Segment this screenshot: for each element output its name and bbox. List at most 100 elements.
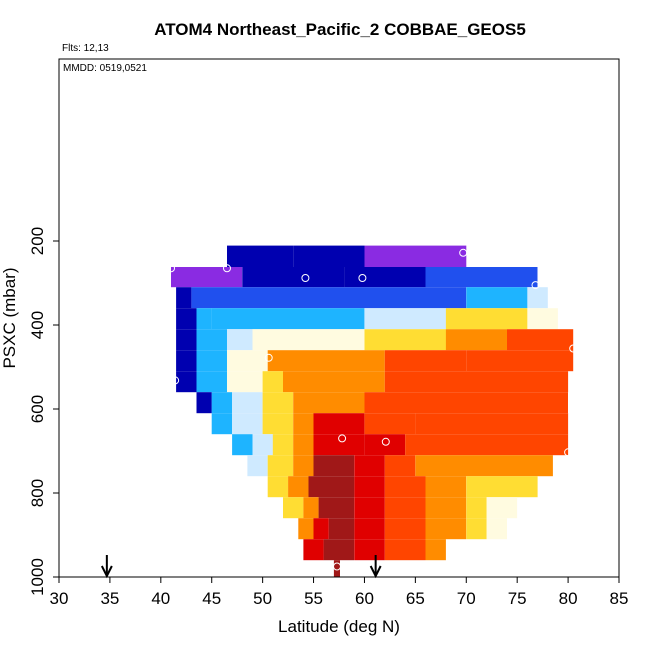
heatmap-cell [405,434,569,456]
heatmap-cell [354,497,385,519]
heatmap-cell [303,497,319,519]
sample-marker [569,344,578,353]
heatmap-cell [227,371,263,393]
heatmap-cell [298,518,314,540]
heatmap-cell [415,413,569,435]
heatmap-cell [364,245,467,267]
heatmap-cell [425,267,538,288]
x-axis-label: Latitude (deg N) [278,617,400,636]
heatmap-cell [211,308,365,330]
heatmap-cell [466,287,528,309]
heatmap-cell [466,497,487,519]
heatmap-cell [196,308,212,330]
heatmap-cell [364,434,406,456]
chart-title: ATOM4 Northeast_Pacific_2 COBBAE_GEOS5 [154,20,526,39]
heatmap-cell [176,287,192,309]
heatmap-cell [425,539,446,561]
heatmap-cell [303,539,324,561]
heatmap-cell [232,413,263,435]
heatmap-cell [384,455,416,477]
dates-note: MMDD: 0519,0521 [63,63,147,74]
y-axis-ticks: 200 400 600 800 1000 [28,117,60,596]
x-tick-label: 85 [610,589,629,608]
heatmap-cell [313,455,355,477]
sample-marker [301,274,310,282]
sample-marker [338,434,347,443]
x-tick-label: 75 [508,589,527,608]
heatmap-cell [262,413,294,435]
sample-marker [381,437,390,446]
heatmap-cell [252,434,273,456]
heatmap-cell [267,455,294,477]
sample-marker [167,264,175,273]
heatmap-cell [288,476,309,498]
heatmap-cell [293,413,314,435]
sample-marker [223,264,231,273]
heatmap-cell [364,329,446,351]
heatmap-cell [227,350,268,372]
heatmap-cell [486,518,507,540]
y-tick-label: 200 [28,227,47,255]
flight-arrows [100,555,382,579]
x-tick-label: 80 [559,589,578,608]
x-axis-ticks: 30 35 40 45 50 55 60 65 70 75 80 85 [50,576,629,608]
heatmap-cell [293,455,314,477]
heatmap-cell [425,476,467,498]
heatmap-cell [384,476,426,498]
heatmap-cell [354,539,385,561]
heatmap-cell [211,392,233,414]
heatmap-cell [364,413,416,435]
heatmap-cell [445,308,528,330]
heatmap-cell [333,560,340,577]
heatmap-cell [354,518,385,540]
heatmap-cell [191,287,314,309]
heatmap-cell [227,245,294,267]
sample-markers [167,248,578,571]
y-tick-label: 1000 [28,558,47,596]
heatmap-cell [293,245,365,267]
heatmap-cell [425,497,467,519]
heatmap-cell [466,476,538,498]
x-tick-label: 45 [202,589,221,608]
flight-arrow-head [100,565,113,579]
x-tick-label: 55 [304,589,323,608]
y-tick-label: 400 [28,311,47,339]
heatmap-cell [308,476,355,498]
heatmap-cell [267,476,289,498]
heatmap-cell [527,308,558,330]
heatmap-cell [232,392,263,414]
heatmap-cell [384,371,569,393]
heatmap-cell [313,434,365,456]
heatmap-cell [176,308,197,330]
heatmap-cell [196,329,227,351]
heatmap-cell [262,392,294,414]
heatmap-cell [196,371,227,393]
heatmap-cell [507,329,574,351]
x-tick-label: 50 [253,589,272,608]
heatmap-cell [425,392,568,414]
heatmap-cell [293,434,314,456]
heatmap-cell [354,476,385,498]
heatmap-cell [272,434,294,456]
heatmap-cell [364,308,446,330]
heatmap-cell [384,497,426,519]
heatmap-cell [201,267,243,288]
heatmap-cell [227,329,253,351]
flights-note: Flts: 12,13 [62,43,109,54]
heatmap-cell [527,287,548,309]
heatmap-cell [242,267,345,288]
y-tick-label: 600 [28,395,47,423]
x-tick-label: 35 [100,589,119,608]
heatmap-cell [196,392,212,414]
sample-marker [264,353,273,362]
heatmap-cell [344,267,426,288]
heatmap-cell [211,413,233,435]
heatmap-cell [313,287,467,309]
heatmap-cell [176,371,197,393]
y-tick-label: 800 [28,479,47,507]
heatmap-cell [384,518,426,540]
sample-marker [531,281,540,290]
sample-marker [171,376,180,385]
heatmap-cell [354,455,385,477]
